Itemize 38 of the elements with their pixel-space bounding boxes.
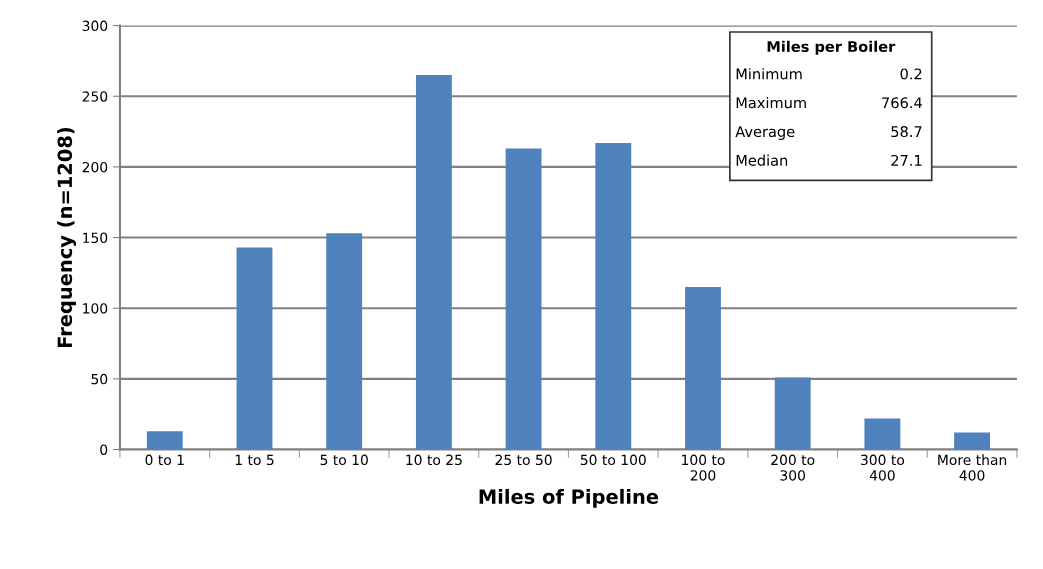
x-tick-label: 200 to 300 <box>771 454 815 481</box>
x-tick-label: 100 to 200 <box>682 454 725 481</box>
y-tick-label: 0 <box>100 444 108 455</box>
bar <box>326 233 363 450</box>
bar <box>685 287 721 450</box>
y-tick-label: 50 <box>91 373 108 385</box>
annotation: 766.4 <box>882 97 922 109</box>
bar <box>146 431 183 450</box>
annotation: Median <box>736 154 788 166</box>
annotation: Miles per Boiler <box>767 40 896 55</box>
annotation: 0.2 <box>900 68 922 80</box>
y-tick-label: 100 <box>83 303 108 314</box>
x-tick-label: 25 to 50 <box>495 454 552 466</box>
x-axis-title: Miles of Pipeline <box>479 488 659 508</box>
bar <box>415 75 452 450</box>
x-tick-label: 1 to 5 <box>235 454 274 466</box>
annotation: Average <box>735 126 795 140</box>
y-tick-label: 300 <box>82 20 108 32</box>
bar <box>954 432 991 450</box>
bar <box>774 377 811 450</box>
bar <box>595 142 632 450</box>
y-axis-title: Frequency (n=1208) <box>57 127 77 348</box>
bar <box>505 148 542 450</box>
y-tick-label: 150 <box>83 232 108 244</box>
x-tick-label: 50 to 100 <box>580 454 646 466</box>
annotation: Maximum <box>736 96 806 109</box>
annotation: 27.1 <box>891 154 922 166</box>
y-tick-label: 200 <box>82 161 108 173</box>
y-tick-label: 250 <box>82 91 108 102</box>
x-tick-label: 0 to 1 <box>145 454 184 466</box>
x-tick-label: More than 400 <box>938 454 1007 481</box>
bar <box>864 418 901 450</box>
annotation: 58.7 <box>891 126 922 138</box>
annotation: Minimum <box>736 68 802 80</box>
x-tick-label: 5 to 10 <box>320 454 368 466</box>
x-tick-label: 300 to 400 <box>861 454 905 481</box>
x-tick-label: 10 to 25 <box>406 454 462 466</box>
bar <box>236 247 273 450</box>
